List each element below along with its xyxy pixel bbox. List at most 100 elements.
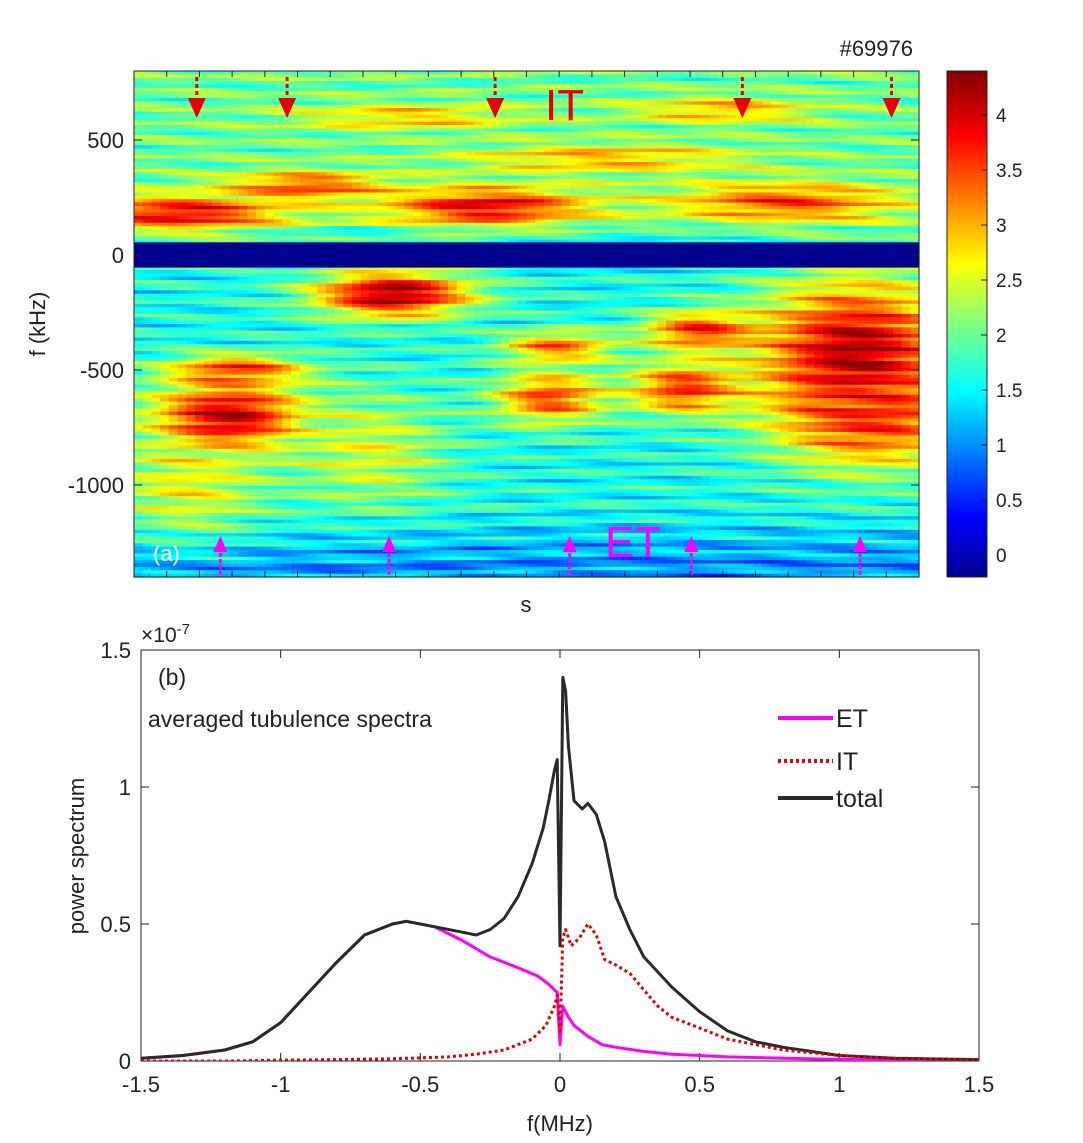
heatmap-cell [727, 219, 737, 224]
heatmap-cell [247, 87, 257, 92]
heatmap-cell [509, 216, 519, 221]
heatmap-cell [744, 71, 754, 75]
heatmap-cell [596, 74, 606, 79]
heatmap-cell [613, 168, 624, 173]
heatmap-cell [421, 178, 432, 183]
heatmap-cell [343, 101, 353, 106]
heatmap-cell [578, 222, 589, 227]
heatmap-cell [456, 185, 467, 190]
heatmap-cell [823, 114, 833, 119]
heatmap-cell [517, 84, 528, 89]
heatmap-cell [273, 111, 283, 116]
heatmap-cell [177, 158, 187, 163]
heatmap-cell [823, 158, 833, 163]
heatmap-cell [343, 74, 353, 79]
heatmap-cell [360, 202, 371, 207]
heatmap-cell [369, 81, 379, 86]
heatmap-cell [840, 226, 850, 231]
heatmap-cell [622, 216, 632, 221]
heatmap-cell [709, 94, 719, 99]
heatmap-cell [674, 155, 685, 160]
heatmap-cell [291, 118, 301, 123]
heatmap-cell [561, 104, 571, 109]
heatmap-cell [526, 97, 536, 102]
heatmap-cell [587, 216, 597, 221]
heatmap-cell [509, 165, 519, 170]
heatmap-cell [395, 226, 405, 231]
heatmap-cell [151, 202, 161, 207]
heatmap-cell [770, 94, 781, 99]
heatmap-cell [639, 94, 650, 99]
heatmap-cell [291, 229, 301, 234]
heatmap-cell [421, 158, 432, 163]
heatmap-cell [378, 205, 388, 210]
heatmap-cell [247, 81, 257, 86]
heatmap-cell [282, 155, 292, 160]
heatmap-cell [177, 165, 187, 170]
heatmap-cell [596, 155, 606, 160]
heatmap-cell [386, 94, 397, 99]
heatmap-cell [500, 209, 510, 214]
heatmap-cell [788, 121, 798, 126]
heatmap-cell [439, 124, 449, 129]
heatmap-cell [500, 226, 510, 231]
heatmap-cell [605, 145, 615, 150]
heatmap-cell [134, 118, 144, 123]
heatmap-cell [474, 151, 484, 156]
heatmap-cell [718, 131, 728, 136]
heatmap-cell [291, 182, 301, 187]
heatmap-cell [343, 97, 353, 102]
heatmap-cell [543, 91, 554, 96]
heatmap-cell [866, 182, 876, 187]
heatmap-cell [648, 239, 658, 244]
heatmap-cell [264, 108, 275, 113]
heatmap-cell [866, 141, 876, 146]
heatmap-cell [596, 192, 606, 197]
heatmap-cell [875, 118, 885, 123]
heatmap-cell [308, 236, 318, 241]
heatmap-cell [570, 155, 580, 160]
heatmap-cell [892, 229, 903, 234]
heatmap-cell [273, 226, 283, 231]
heatmap-cell [587, 189, 597, 194]
heatmap-cell [195, 202, 205, 207]
heatmap-cell [779, 232, 789, 237]
heatmap-cell [875, 212, 885, 217]
heatmap-cell [247, 192, 257, 197]
heatmap-cell [221, 202, 231, 207]
heatmap-cell [517, 216, 528, 221]
heatmap-cell [439, 162, 449, 167]
heatmap-cell [229, 128, 240, 133]
heatmap-cell [273, 202, 283, 207]
heatmap-cell [857, 195, 868, 200]
heatmap-cell [622, 236, 632, 241]
heatmap-cell [657, 189, 667, 194]
heatmap-cell [796, 81, 807, 86]
heatmap-cell [448, 178, 458, 183]
heatmap-cell [212, 202, 222, 207]
heatmap-cell [238, 212, 248, 217]
heatmap-cell [700, 91, 711, 96]
heatmap-cell [404, 118, 414, 123]
heatmap-cell [631, 97, 641, 102]
heatmap-cell [456, 239, 467, 244]
heatmap-cell [413, 216, 423, 221]
heatmap-cell [273, 114, 283, 119]
heatmap-cell [456, 84, 467, 89]
heatmap-cell [823, 165, 833, 170]
heatmap-cell [160, 165, 170, 170]
heatmap-cell [578, 212, 589, 217]
heatmap-cell [727, 94, 737, 99]
heatmap-cell [709, 175, 719, 180]
heatmap-cell [735, 172, 746, 177]
heatmap-cell [666, 74, 676, 79]
heatmap-cell [299, 155, 310, 160]
heatmap-cell [413, 131, 423, 136]
heatmap-cell [744, 192, 754, 197]
heatmap-cell [700, 192, 711, 197]
heatmap-cell [857, 168, 868, 173]
heatmap-cell [186, 205, 196, 210]
heatmap-cell [622, 77, 632, 82]
heatmap-cell [291, 168, 301, 173]
heatmap-cell [264, 118, 275, 123]
